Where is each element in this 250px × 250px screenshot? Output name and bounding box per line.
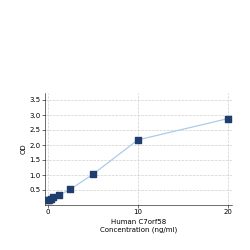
Point xyxy=(57,193,61,197)
Point xyxy=(68,188,72,192)
Y-axis label: OD: OD xyxy=(21,144,27,154)
Point xyxy=(46,198,50,202)
Point xyxy=(91,172,95,176)
Point xyxy=(48,197,52,201)
Point xyxy=(47,198,51,202)
Point xyxy=(136,138,140,142)
Point xyxy=(226,116,230,120)
X-axis label: Human C7orf58
Concentration (ng/ml): Human C7orf58 Concentration (ng/ml) xyxy=(100,219,178,233)
Point xyxy=(51,195,55,199)
